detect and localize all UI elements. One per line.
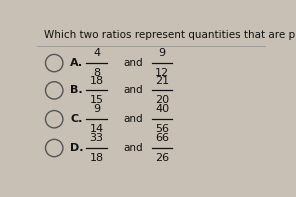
Text: B.: B. <box>70 85 83 95</box>
Text: C.: C. <box>70 114 83 124</box>
Text: 4: 4 <box>93 48 100 58</box>
Text: 14: 14 <box>90 124 104 134</box>
Text: 18: 18 <box>90 75 104 85</box>
Text: 9: 9 <box>93 104 100 114</box>
Text: 12: 12 <box>155 68 169 78</box>
Text: 8: 8 <box>93 68 100 78</box>
Text: Which two ratios represent quantities that are proportional?: Which two ratios represent quantities th… <box>44 30 296 40</box>
Text: and: and <box>123 143 143 153</box>
Text: 33: 33 <box>90 133 104 143</box>
Text: 15: 15 <box>90 95 104 105</box>
Text: and: and <box>123 85 143 95</box>
Text: 21: 21 <box>155 75 169 85</box>
Text: D.: D. <box>70 143 84 153</box>
Text: 40: 40 <box>155 104 169 114</box>
Text: A.: A. <box>70 58 83 68</box>
Text: 66: 66 <box>155 133 169 143</box>
Text: 18: 18 <box>90 153 104 163</box>
Text: and: and <box>123 58 143 68</box>
Text: and: and <box>123 114 143 124</box>
Text: 56: 56 <box>155 124 169 134</box>
Text: 26: 26 <box>155 153 169 163</box>
Text: 9: 9 <box>158 48 165 58</box>
Text: 20: 20 <box>155 95 169 105</box>
